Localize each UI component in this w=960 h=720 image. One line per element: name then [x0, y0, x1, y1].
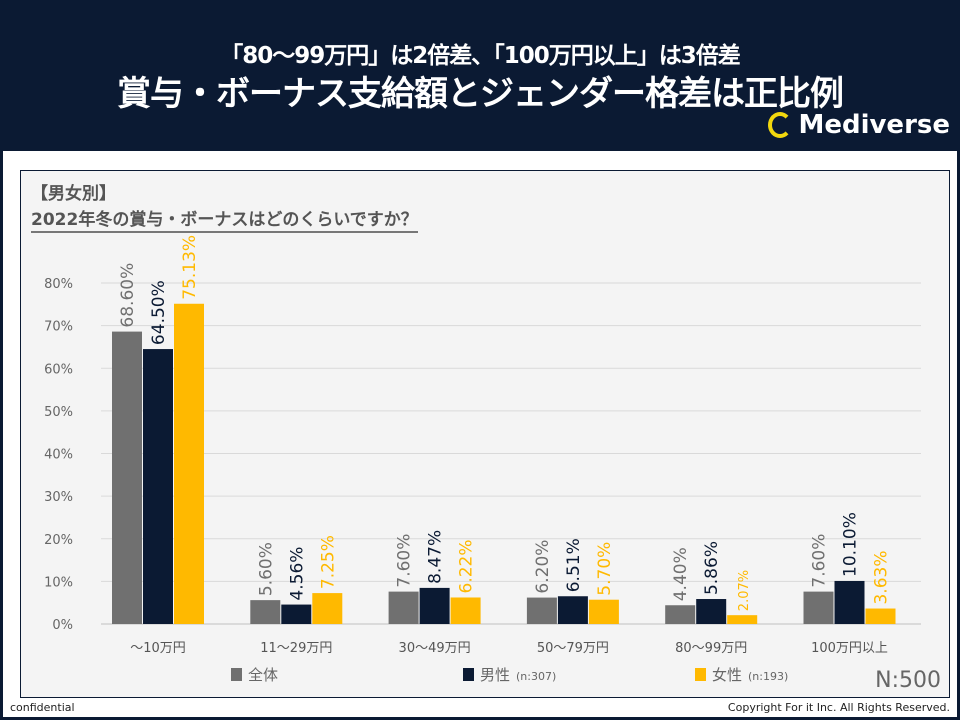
- data-label: 5.60%: [256, 542, 276, 596]
- bar: [112, 331, 142, 624]
- data-label: 7.25%: [318, 535, 338, 589]
- bar: [834, 580, 865, 624]
- data-label: 7.60%: [395, 534, 415, 588]
- data-label: 5.86%: [702, 541, 722, 595]
- category-label: 【男女別】: [31, 184, 116, 204]
- bar: [803, 591, 834, 624]
- data-label: 6.51%: [564, 538, 584, 592]
- page-title: 賞与・ボーナス支給額とジェンダー格差は正比例: [117, 74, 844, 114]
- question-title: 2022年冬の賞与・ボーナスはどのくらいですか？: [31, 205, 418, 233]
- legend-label-1: 男性 (n:307): [480, 666, 556, 684]
- bar: [312, 593, 343, 624]
- copyright: Copyright For it Inc. All Rights Reserve…: [727, 701, 950, 714]
- x-tick-label: 80～99万円: [675, 641, 747, 656]
- legend-swatch: [695, 668, 706, 681]
- data-label: 3.63%: [872, 551, 892, 605]
- data-label: 5.70%: [595, 542, 615, 596]
- y-tick-label: 0%: [52, 618, 73, 633]
- bar: [696, 599, 727, 624]
- subtitle: 「80～99万円」は2倍差、「100万円以上」は3倍差: [220, 43, 741, 69]
- chart-panel: 【男女別】 2022年冬の賞与・ボーナスはどのくらいですか？ 0% 10% 20% 3…: [20, 170, 950, 698]
- sample-size: N:500: [875, 668, 941, 693]
- x-tick-label: 100万円以上: [811, 641, 888, 656]
- legend-label-0: 全体: [248, 666, 278, 684]
- data-label: 2.07%: [737, 570, 752, 611]
- bar: [588, 599, 619, 624]
- bar: [557, 596, 588, 624]
- bar: [143, 349, 173, 624]
- bar: [419, 587, 450, 624]
- x-tick-label: 30～49万円: [399, 641, 471, 656]
- logo-text: Mediverse: [798, 110, 950, 140]
- data-label: 4.40%: [671, 547, 691, 601]
- bar: [865, 608, 896, 624]
- legend-swatch: [231, 668, 242, 681]
- x-tick-label: 50～79万円: [537, 641, 609, 656]
- data-label: 64.50%: [149, 280, 169, 345]
- y-tick-label: 60%: [44, 362, 73, 377]
- y-tick-label: 70%: [44, 320, 73, 335]
- bar: [250, 600, 281, 624]
- bar: [665, 605, 696, 624]
- data-label: 7.60%: [810, 534, 830, 588]
- data-label: 6.20%: [533, 540, 553, 594]
- y-tick-label: 30%: [44, 490, 73, 505]
- x-tick-label: ～10万円: [130, 641, 186, 656]
- content: 【男女別】 2022年冬の賞与・ボーナスはどのくらいですか？ 0% 10% 20% 3…: [3, 151, 957, 717]
- data-label: 10.10%: [841, 512, 861, 577]
- legend-swatch: [463, 668, 474, 681]
- logo: Mediverse: [768, 110, 950, 140]
- legend-label-2: 女性 (n:193): [712, 666, 788, 684]
- y-tick-label: 20%: [44, 533, 73, 548]
- y-tick-label: 50%: [44, 405, 73, 420]
- rocket-moon-icon: [768, 112, 793, 138]
- data-label: 8.47%: [426, 530, 446, 584]
- header: 「80～99万円」は2倍差、「100万円以上」は3倍差 賞与・ボーナス支給額とジ…: [0, 0, 960, 150]
- bar: [450, 597, 481, 624]
- data-label: 6.22%: [457, 539, 477, 593]
- y-tick-label: 40%: [44, 448, 73, 463]
- bar: [281, 604, 312, 624]
- bar: [526, 597, 557, 624]
- data-label: 75.13%: [180, 235, 200, 300]
- y-tick-label: 80%: [44, 277, 73, 292]
- data-label: 4.56%: [287, 547, 307, 601]
- bar-chart: 0% 10% 20% 30% 40% 50% 60% 70% 80% ～10万円 68.60% 64.…: [44, 235, 921, 684]
- confidential-label: confidential: [10, 701, 75, 714]
- x-tick-label: 11～29万円: [260, 641, 332, 656]
- y-tick-label: 10%: [44, 575, 73, 590]
- bar: [388, 591, 419, 624]
- bar: [174, 303, 204, 624]
- bar: [727, 615, 758, 624]
- data-label: 68.60%: [118, 263, 138, 328]
